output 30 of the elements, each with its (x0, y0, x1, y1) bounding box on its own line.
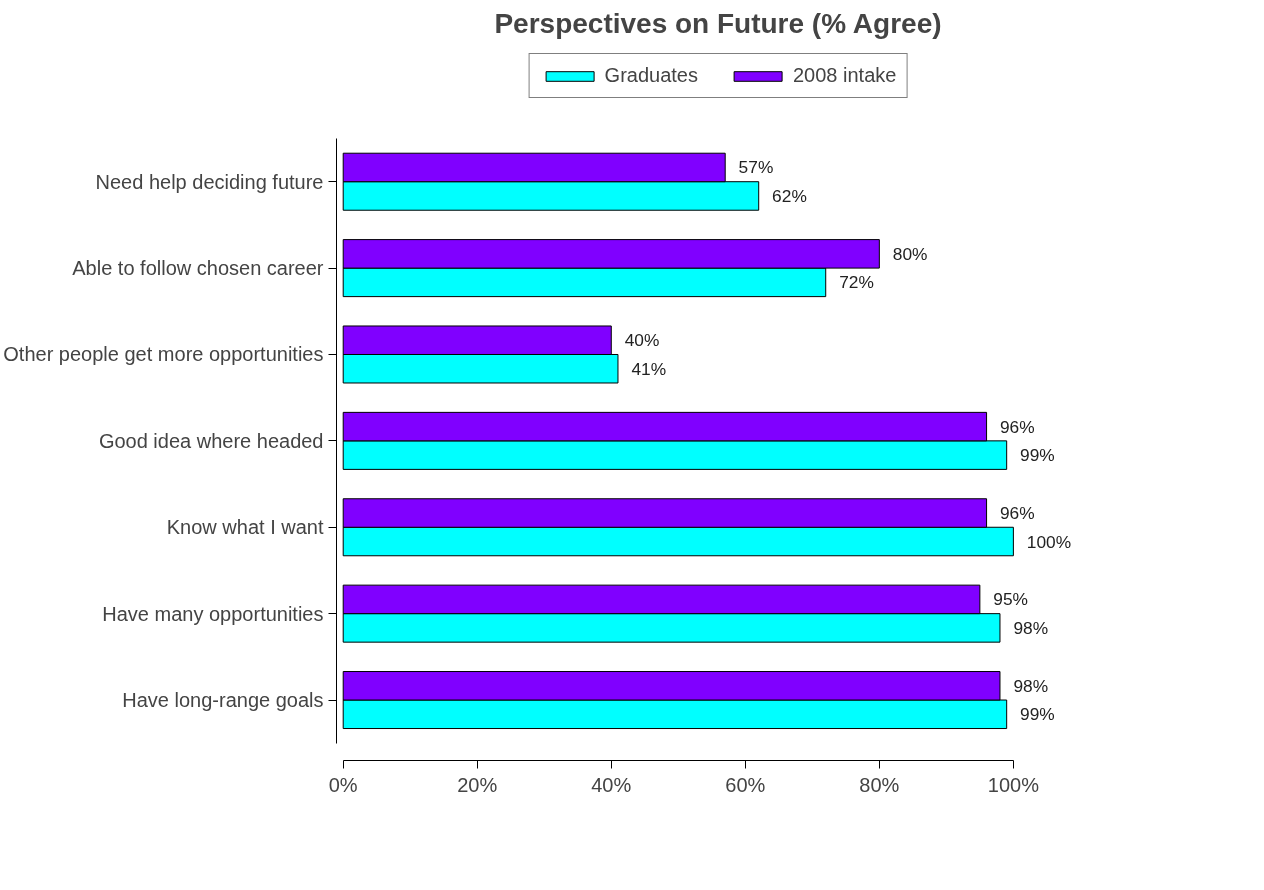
data-label: 40% (624, 330, 660, 351)
x-tick-label: 80% (859, 773, 900, 796)
data-label: 99% (1020, 445, 1055, 466)
legend-label: Graduates (604, 64, 698, 87)
y-tick-label: Other people get more opportunities (3, 343, 324, 366)
y-tick-label: Need help deciding future (95, 170, 324, 193)
data-label: 57% (738, 157, 774, 178)
data-label: 95% (993, 589, 1028, 610)
x-tick-label: 20% (457, 773, 498, 796)
data-label: 100% (1026, 531, 1072, 552)
chart-title: Perspectives on Future (% Agree) (494, 7, 942, 39)
x-tick-label: 60% (725, 773, 766, 796)
data-label: 96% (999, 503, 1035, 524)
data-label: 99% (1020, 704, 1055, 725)
legend-label: 2008 intake (792, 64, 897, 87)
data-label: 96% (999, 416, 1035, 437)
data-label: 80% (892, 243, 928, 264)
y-tick-label: Have long-range goals (122, 689, 324, 712)
data-label: 62% (772, 185, 807, 206)
data-label: 41% (631, 358, 667, 379)
data-label: 72% (839, 272, 874, 293)
y-tick-label: Have many opportunities (102, 602, 324, 625)
data-label: 98% (1013, 675, 1049, 696)
x-tick-label: 100% (987, 773, 1040, 796)
x-tick-label: 0% (328, 773, 358, 796)
y-tick-label: Know what I want (166, 516, 324, 539)
data-label: 98% (1013, 617, 1049, 638)
y-tick-label: Able to follow chosen career (72, 257, 324, 280)
x-tick-label: 40% (591, 773, 632, 796)
y-tick-label: Good idea where headed (98, 429, 324, 452)
